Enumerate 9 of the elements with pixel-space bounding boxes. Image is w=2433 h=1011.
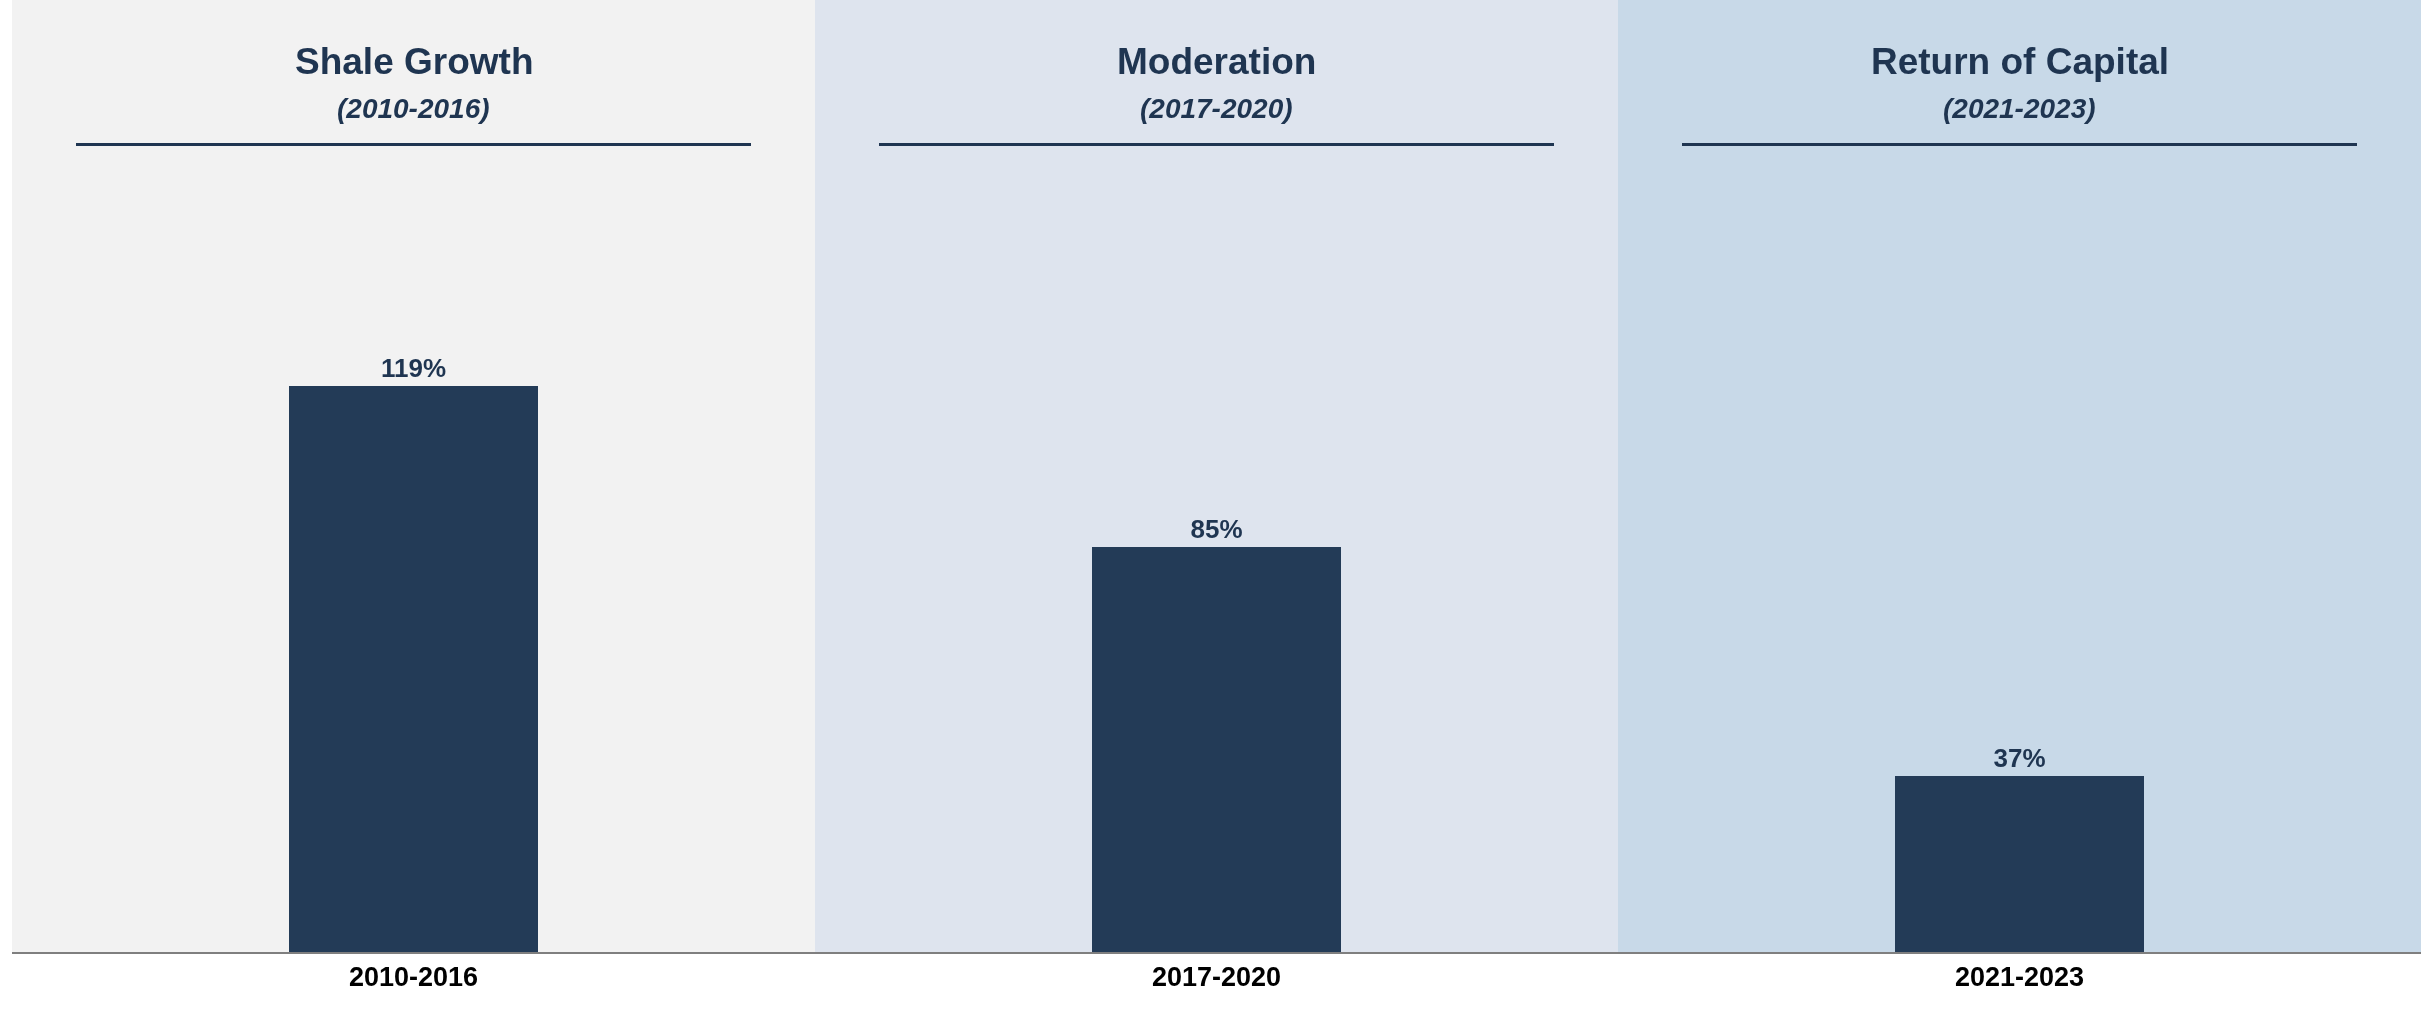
band-label: Return of Capital (2021-2023) — [1871, 41, 2170, 124]
data-label: 85% — [1190, 514, 1243, 544]
band-label: Shale Growth (2010-2016) — [295, 41, 534, 124]
band-label: Moderation (2017-2020) — [1117, 41, 1317, 124]
data-label: 37% — [1993, 743, 2046, 773]
x-tick-label: 2017-2020 — [1151, 962, 1282, 993]
data-label: 119% — [380, 353, 447, 383]
x-tick-label: 2021-2023 — [1954, 962, 2085, 993]
x-tick-label: 2010-2016 — [348, 962, 479, 993]
